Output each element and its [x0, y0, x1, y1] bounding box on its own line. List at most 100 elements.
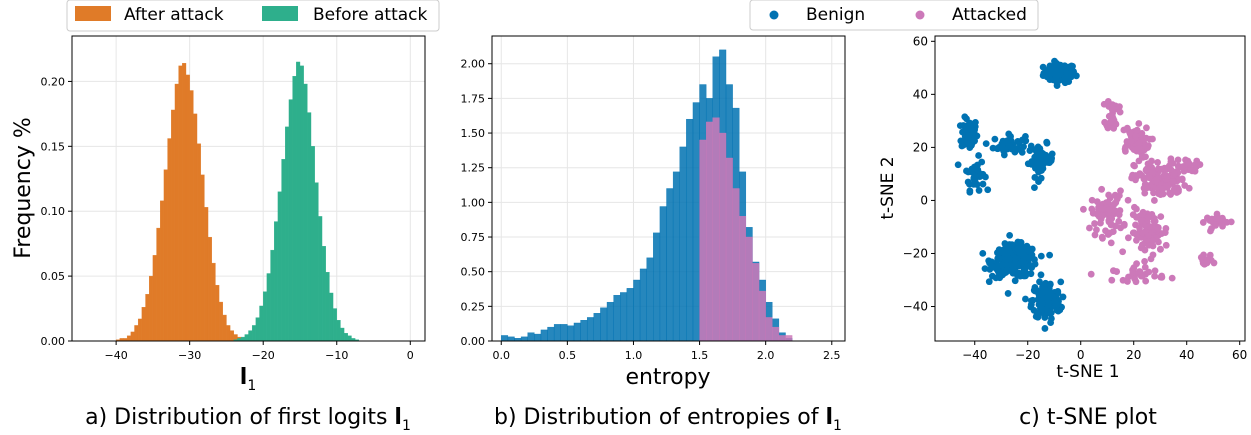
legend-box	[749, 0, 1039, 31]
y-tick-label: 0	[920, 193, 928, 207]
x-axis-label: entropy	[625, 365, 710, 390]
bar-benign	[553, 324, 561, 342]
point-attacked	[1128, 174, 1136, 182]
bar-before-attack	[244, 334, 249, 342]
y-tick-label: 0.50	[461, 266, 486, 279]
point-attacked	[1169, 159, 1177, 167]
bar-before-attack	[285, 126, 290, 342]
bar-after-attack	[226, 325, 231, 342]
point-attacked	[1097, 219, 1104, 227]
point-attacked	[1186, 160, 1193, 168]
bar-before-attack	[318, 216, 323, 342]
point-attacked	[1115, 211, 1123, 219]
bar-before-attack	[251, 325, 257, 342]
point-benign	[1017, 239, 1025, 246]
point-attacked	[1133, 236, 1140, 244]
legend-marker-benign	[769, 10, 779, 20]
point-attacked	[1124, 234, 1132, 242]
bar-after-attack	[152, 255, 157, 342]
bars	[501, 49, 793, 342]
bar-before-attack	[332, 308, 337, 342]
bar-before-attack	[274, 221, 279, 342]
point-benign	[1000, 151, 1008, 159]
point-benign	[1043, 139, 1051, 147]
point-attacked	[1135, 157, 1143, 165]
point-attacked	[1111, 207, 1118, 214]
points	[954, 57, 1235, 332]
point-benign	[1004, 290, 1012, 297]
point-benign	[1036, 166, 1044, 174]
point-attacked	[1168, 274, 1176, 282]
x-tick-label: 60	[1232, 348, 1247, 362]
point-attacked	[1141, 263, 1149, 271]
point-attacked	[1079, 205, 1087, 213]
point-attacked	[1150, 214, 1158, 222]
bar-before-attack	[259, 305, 264, 342]
x-tick-label: −40	[105, 349, 128, 362]
y-axis-label: t-SNE 2	[878, 156, 898, 219]
y-tick-label: 0.05	[41, 270, 66, 283]
legend-marker-attacked	[915, 10, 925, 20]
legend-label-attacked: Attacked	[952, 5, 1027, 25]
point-benign	[1052, 75, 1060, 83]
bar-after-attack	[211, 262, 216, 342]
point-attacked	[1149, 236, 1156, 244]
point-benign	[1037, 252, 1045, 260]
bar-after-attack	[200, 174, 205, 342]
bar-after-attack	[229, 330, 234, 342]
bar-benign	[534, 333, 542, 342]
point-benign	[985, 257, 993, 265]
point-benign	[984, 186, 992, 194]
bar-after-attack	[137, 318, 143, 342]
bar-after-attack	[141, 307, 146, 342]
bar-before-attack	[343, 333, 348, 342]
point-benign	[979, 180, 987, 188]
point-attacked	[1164, 182, 1172, 190]
point-attacked	[1091, 220, 1098, 227]
axes-frame	[491, 35, 846, 342]
point-attacked	[1157, 191, 1164, 199]
bar-after-attack	[204, 207, 209, 342]
x-tick-label: −40	[962, 348, 987, 362]
point-attacked	[1157, 245, 1164, 253]
point-benign	[1059, 293, 1067, 301]
point-benign	[1036, 290, 1044, 298]
point-attacked	[1203, 259, 1211, 267]
x-tick-label: 2.0	[757, 349, 775, 362]
ticks: −40 −20 0 20 40 60 −40 −20 0 20 40 60	[903, 34, 1248, 362]
point-benign	[1044, 308, 1052, 316]
point-benign	[975, 152, 982, 159]
point-attacked	[1129, 269, 1137, 277]
point-benign	[979, 249, 987, 257]
bar-before-attack	[336, 320, 341, 342]
point-attacked	[1197, 254, 1205, 261]
point-attacked	[1126, 130, 1134, 138]
bar-benign	[679, 146, 687, 342]
point-benign	[1025, 247, 1033, 255]
legend-label-after: After attack	[124, 5, 224, 25]
point-benign	[1031, 184, 1038, 192]
x-axis-label: l1	[240, 365, 256, 394]
point-attacked	[1145, 222, 1153, 230]
point-attacked	[1120, 126, 1128, 134]
bar-before-attack	[340, 327, 345, 342]
point-attacked	[1135, 268, 1143, 276]
bar-before-attack	[329, 292, 334, 342]
point-attacked	[1130, 264, 1138, 272]
point-attacked	[1093, 226, 1100, 234]
point-attacked	[1150, 189, 1157, 197]
point-benign	[967, 125, 975, 132]
bar-benign	[567, 325, 575, 342]
legend-box	[66, 0, 440, 32]
y-tick-label: 0.20	[41, 75, 66, 88]
point-attacked	[1136, 224, 1143, 232]
x-tick-label: −20	[1015, 348, 1040, 362]
y-tick-label: −20	[903, 246, 928, 260]
x-tick-label: 0	[1077, 348, 1085, 362]
point-attacked	[1104, 231, 1112, 238]
point-benign	[1002, 268, 1010, 276]
point-attacked	[1116, 108, 1124, 116]
bar-after-attack	[156, 227, 161, 342]
x-tick-label: −30	[178, 349, 201, 362]
point-benign	[1072, 72, 1080, 80]
